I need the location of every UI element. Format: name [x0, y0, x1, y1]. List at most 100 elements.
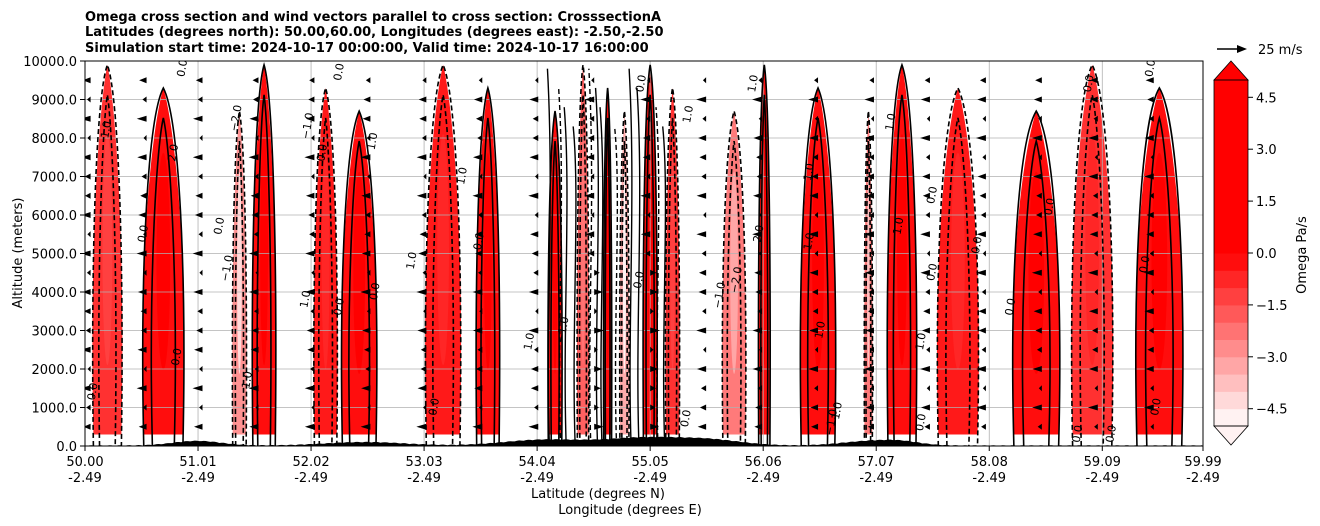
- contour-line: [1079, 94, 1106, 446]
- wind-vector-arrow: [86, 96, 91, 103]
- y-tick-label: 4000.0: [32, 286, 78, 301]
- contour-line: [572, 126, 577, 446]
- wind-vector-arrow: [365, 366, 371, 372]
- colorbar-segment: [1214, 235, 1248, 254]
- wind-vector-arrow: [919, 366, 930, 372]
- wind-vector-arrow: [754, 269, 763, 276]
- wind-vector-arrow: [305, 192, 315, 199]
- wind-vector-arrow: [758, 115, 763, 122]
- wind-vector-arrow: [85, 327, 91, 334]
- contour-label: 0.0: [135, 224, 151, 243]
- x-axis-label-longitude: Longitude (degrees E): [558, 503, 702, 518]
- wind-vector-arrow: [143, 269, 147, 276]
- wind-vector-arrow: [423, 173, 427, 180]
- wind-vector-arrow: [650, 346, 654, 353]
- contour-line: [936, 86, 980, 446]
- wind-vector-arrow: [85, 250, 91, 257]
- contour-line: [757, 64, 771, 446]
- wind-vector-arrow: [360, 423, 371, 430]
- x-tick-label-lat: 59.99: [1184, 455, 1221, 470]
- wind-vector-arrow: [809, 269, 819, 276]
- contour-line: [799, 85, 837, 446]
- wind-vector-arrow: [863, 366, 874, 372]
- wind-vector-arrow: [755, 404, 763, 411]
- contour-line: [1011, 109, 1061, 446]
- wind-vector-arrow: [981, 423, 986, 430]
- y-tick-label: 8000.0: [32, 132, 78, 147]
- colorbar-segment: [1214, 80, 1248, 98]
- wind-vector-arrow: [756, 154, 763, 161]
- wind-vector-arrow: [85, 77, 91, 84]
- wind-vector-arrow: [594, 404, 599, 411]
- wind-vector-arrow: [814, 115, 819, 122]
- wind-vector-arrow: [87, 366, 91, 372]
- wind-vector-arrow: [477, 346, 483, 353]
- colorbar-segment: [1214, 304, 1248, 323]
- contour-label: 0.0: [1042, 197, 1058, 216]
- colorbar-segment: [1214, 149, 1248, 167]
- wind-vector-arrow: [866, 192, 874, 199]
- wind-vector-arrow: [1035, 327, 1042, 334]
- wind-vector-arrow: [1146, 231, 1154, 238]
- wind-vector-arrow: [922, 327, 930, 334]
- wind-vector-arrow: [926, 346, 930, 353]
- y-tick-label: 6000.0: [32, 209, 78, 224]
- wind-vector-arrow: [533, 269, 539, 276]
- wind-vector-arrow: [1143, 269, 1154, 276]
- x-tick-label-lat: 50.00: [66, 455, 103, 470]
- wind-vector-arrow: [926, 385, 930, 392]
- wind-vector-arrow: [255, 269, 259, 276]
- wind-vector-arrow: [1094, 289, 1098, 295]
- wind-vector-arrow: [419, 115, 427, 122]
- wind-vector-arrow: [584, 96, 595, 103]
- wind-vector-arrow: [758, 77, 763, 84]
- wind-vector-arrow: [192, 385, 203, 392]
- wind-vector-arrow: [926, 115, 930, 122]
- wind-vector-arrow: [532, 115, 539, 122]
- contour-line: [563, 107, 568, 446]
- wind-vector-arrow: [1035, 77, 1042, 84]
- contour-label: 0.0: [633, 74, 649, 93]
- wind-vector-arrow: [251, 327, 259, 334]
- wind-vector-arrow: [696, 192, 707, 199]
- colorbar-segment: [1214, 287, 1248, 306]
- omega-band-core: [606, 152, 609, 370]
- wind-vector-arrow: [137, 346, 147, 353]
- wind-vector-arrow: [814, 77, 819, 84]
- wind-vector-arrow: [417, 385, 427, 392]
- x-tick-label-lat: 54.04: [519, 455, 556, 470]
- wind-vector-arrow: [87, 231, 91, 238]
- contour-label: 0.0: [913, 413, 929, 432]
- wind-vector-arrow: [366, 135, 371, 141]
- wind-vector-arrow: [700, 385, 707, 392]
- wind-vector-arrow: [360, 289, 371, 295]
- wind-vector-arrow: [923, 308, 930, 315]
- y-tick-label: 9000.0: [32, 94, 78, 109]
- wind-vector-arrow: [421, 212, 427, 218]
- colorbar-tick-label: 1.5: [1256, 195, 1277, 210]
- wind-vector-arrow: [757, 385, 763, 392]
- wind-vector-arrow: [870, 115, 874, 122]
- plot-area: 0.0 1.0 2.0 −2.0 0.0 −1.0 0.0 1.0 1.0 0.0 1.0 0.0 1.…: [84, 60, 1204, 447]
- wind-vector-arrow: [140, 192, 147, 199]
- wind-vector-arrow: [199, 135, 203, 141]
- wind-vector-arrow: [1150, 289, 1154, 295]
- wind-vector-arrow: [143, 135, 147, 141]
- x-tick-label-lat: 56.06: [745, 455, 782, 470]
- wind-vector-arrow: [699, 404, 707, 411]
- wind-vector-arrow: [364, 346, 371, 353]
- wind-vector-arrow: [478, 269, 483, 276]
- omega-band-core: [260, 134, 268, 366]
- wind-vector-arrow: [528, 327, 539, 334]
- wind-vector-arrow: [642, 154, 651, 161]
- x-tick-label-lon: -2.49: [633, 471, 667, 486]
- wind-vector-arrow: [594, 289, 604, 295]
- wind-vector-arrow: [534, 173, 539, 180]
- y-tick-label: 1000.0: [32, 402, 78, 417]
- contour-line: [1021, 137, 1051, 446]
- wind-vector-arrow: [249, 423, 259, 430]
- wind-vector-arrow: [309, 231, 315, 238]
- contour-label: 0.0: [969, 235, 985, 254]
- wind-vector-arrow: [1032, 404, 1042, 411]
